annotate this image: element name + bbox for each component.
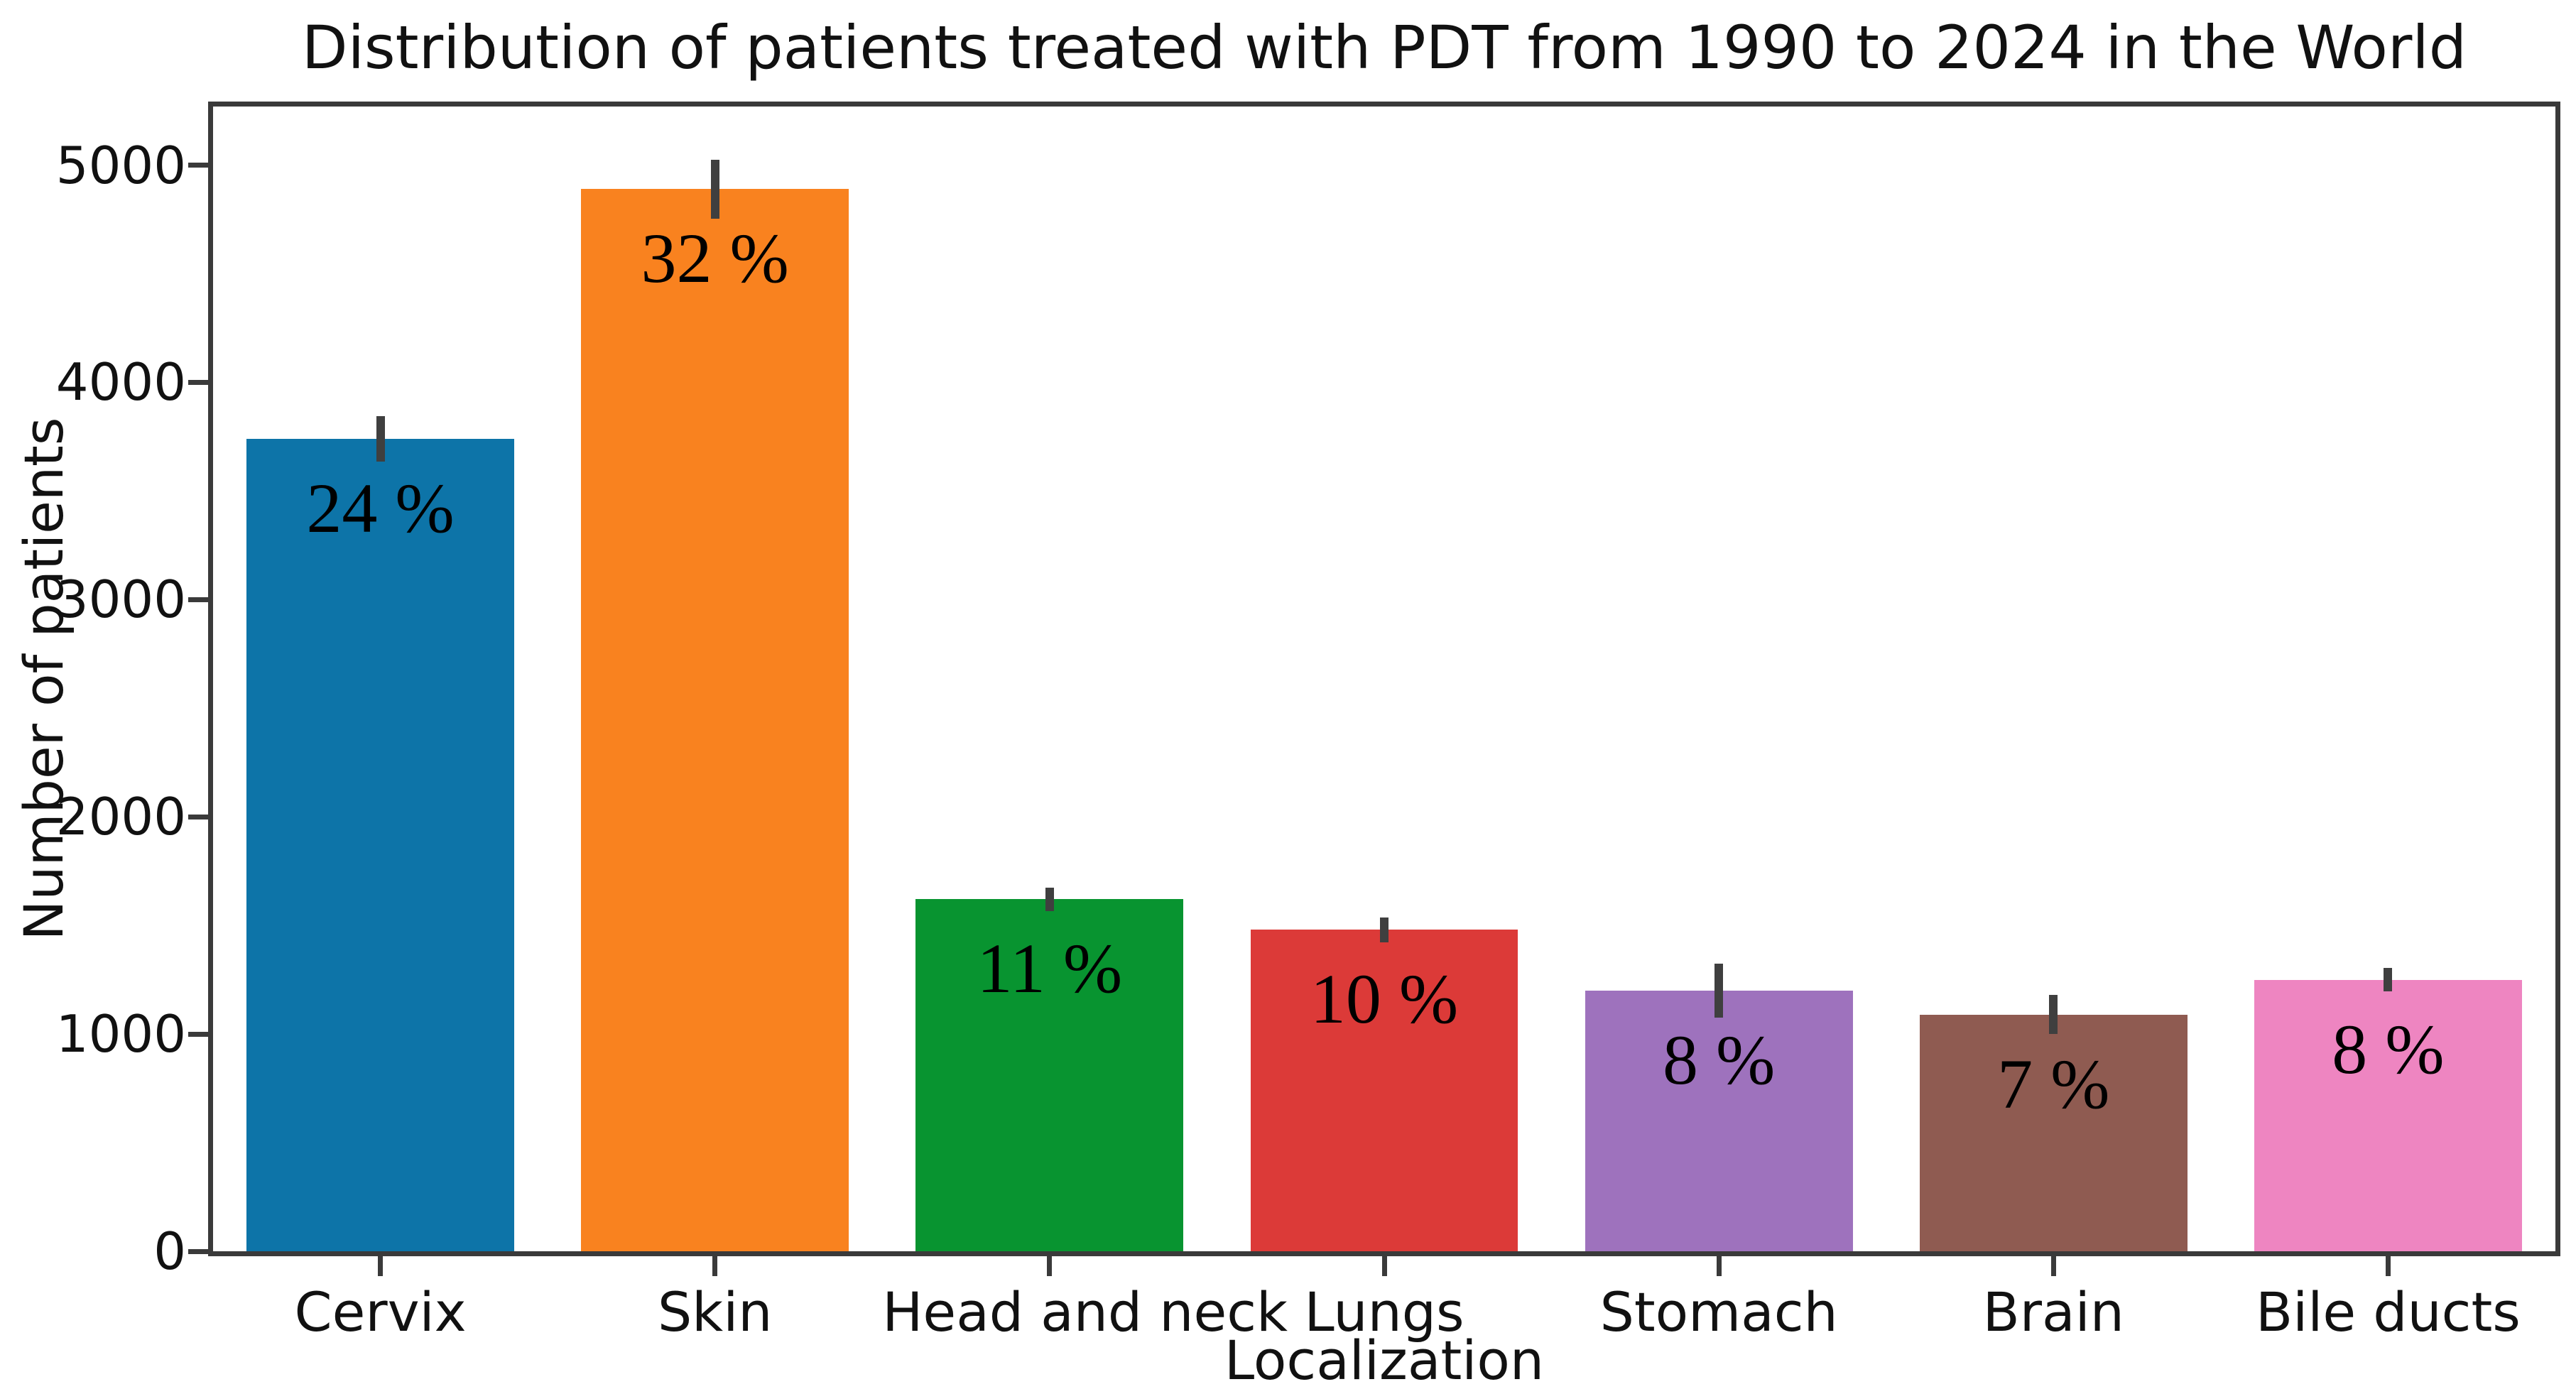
- y-tick-mark-2000: [188, 814, 208, 819]
- y-tick-label-0: 0: [153, 1221, 186, 1281]
- bar-value-label-stomach: 8 %: [1662, 1020, 1776, 1099]
- plot-area: 24 % 32 % 11 % 10 % 8 % 7 % 8 %: [208, 102, 2560, 1256]
- y-tick-mark-1000: [188, 1031, 208, 1037]
- x-tick-label-skin: Skin: [657, 1280, 773, 1344]
- y-axis-label: Number of patients: [12, 417, 75, 941]
- x-axis-label: Localization: [1224, 1329, 1545, 1392]
- y-tick-label-3000: 3000: [55, 570, 186, 630]
- x-tick-label-brain: Brain: [1982, 1280, 2124, 1344]
- bar-value-label-lungs: 10 %: [1310, 959, 1459, 1039]
- x-tick-mark-stomach: [1716, 1256, 1722, 1276]
- error-bar-lungs: [1380, 917, 1388, 942]
- y-tick-label-1000: 1000: [55, 1004, 186, 1064]
- y-tick-mark-0: [188, 1248, 208, 1254]
- x-tick-label-lungs: Lungs: [1304, 1280, 1464, 1344]
- x-tick-mark-cervix: [378, 1256, 384, 1276]
- y-tick-mark-5000: [188, 163, 208, 168]
- error-bar-stomach: [1714, 963, 1724, 1018]
- bar-lungs: [1250, 930, 1518, 1251]
- bar-bile-ducts: [2254, 979, 2522, 1251]
- bar-value-label-bile-ducts: 8 %: [2332, 1009, 2445, 1089]
- x-tick-label-head-and-neck: Head and neck: [882, 1280, 1288, 1344]
- y-tick-mark-3000: [188, 597, 208, 602]
- y-tick-label-4000: 4000: [55, 352, 186, 413]
- bar-value-label-skin: 32 %: [641, 219, 789, 298]
- error-bar-skin: [710, 159, 719, 219]
- bar-stomach: [1585, 990, 1853, 1251]
- error-bar-bile-ducts: [2384, 967, 2393, 992]
- chart-title: Distribution of patients treated with PD…: [301, 13, 2467, 82]
- bar-value-label-cervix: 24 %: [306, 469, 455, 548]
- y-tick-mark-4000: [188, 379, 208, 385]
- x-tick-label-stomach: Stomach: [1599, 1280, 1838, 1344]
- y-tick-label-2000: 2000: [55, 787, 186, 847]
- error-bar-cervix: [376, 415, 385, 462]
- x-tick-mark-lungs: [1381, 1256, 1387, 1276]
- y-tick-label-5000: 5000: [55, 135, 186, 195]
- error-bar-brain: [2049, 995, 2058, 1035]
- bar-cervix: [246, 439, 515, 1251]
- x-tick-label-cervix: Cervix: [294, 1280, 467, 1344]
- x-tick-mark-head-and-neck: [1047, 1256, 1053, 1276]
- bar-head-and-neck: [915, 899, 1184, 1251]
- bar-brain: [1919, 1014, 2188, 1251]
- x-tick-mark-brain: [2050, 1256, 2056, 1276]
- bar-value-label-brain: 7 %: [1997, 1044, 2110, 1123]
- bar-value-label-head-and-neck: 11 %: [977, 929, 1123, 1008]
- bar-skin: [581, 189, 849, 1251]
- x-tick-label-bile-ducts: Bile ducts: [2255, 1280, 2521, 1344]
- x-tick-mark-skin: [712, 1256, 718, 1276]
- error-bar-head-and-neck: [1045, 887, 1054, 912]
- x-tick-mark-bile-ducts: [2385, 1256, 2391, 1276]
